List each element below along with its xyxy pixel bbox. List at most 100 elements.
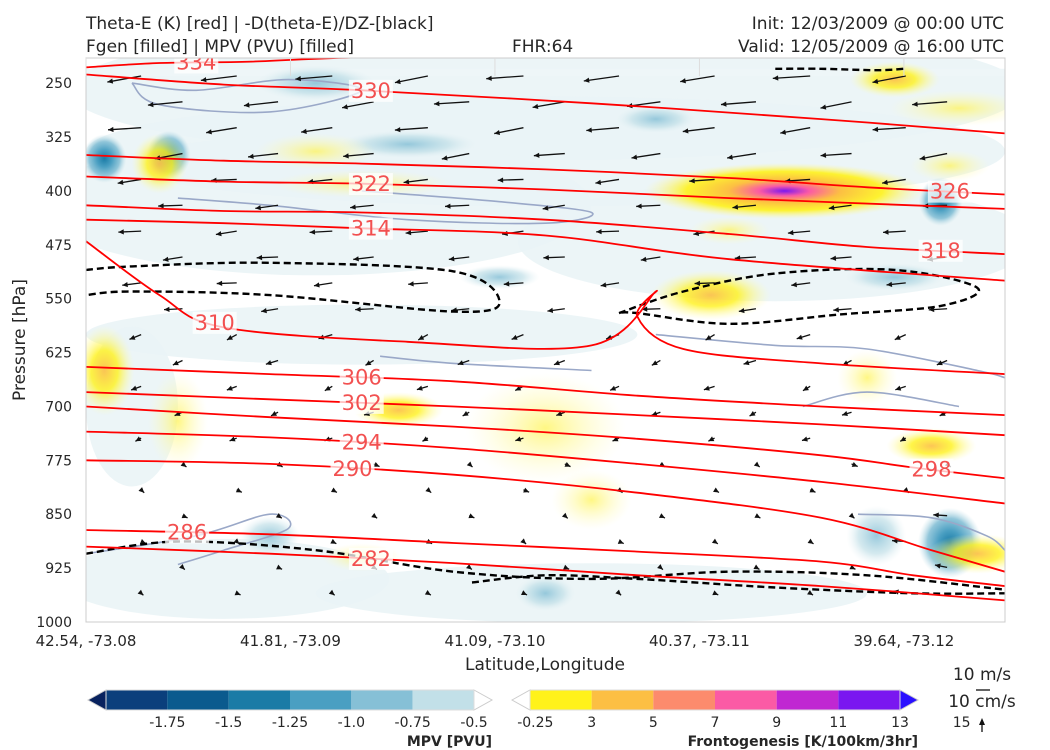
wind-vector-head [809,487,816,493]
wind-vector [872,127,906,131]
wind-vector-head [848,512,855,519]
mpv-wash [315,563,868,622]
wind-vector-head [373,461,380,467]
theta-e-label-bg [330,457,375,480]
theta-e-label-bg [918,239,963,262]
wind-vector-head [807,589,814,596]
mpv-outline-contour [857,513,1005,551]
wind-vector-head [129,334,136,340]
theta-e-contour [86,459,1005,573]
wind-vector-head [872,78,879,84]
wind-vector-head [895,385,902,391]
wind-vector-head [561,512,568,519]
frontogenesis-region [689,216,770,245]
wind-vector-head [511,334,518,340]
theta-e-label: 290 [332,457,372,481]
wind-vector-head [586,127,592,133]
wind-vector-head [405,230,412,236]
wind-vector-head [631,154,638,160]
wind-vector-head [820,152,827,158]
wind-vector-head [705,335,712,341]
wind-vector-head [658,513,665,519]
wind-vector [433,101,470,105]
colorbar-frame [105,689,475,711]
wind-vector-head [753,564,760,570]
wind-vector-head [255,205,262,211]
wind-vector-head [324,385,331,391]
colorbar-tick-label: 9 [772,715,781,731]
wind-vector-head [256,254,263,261]
wind-vector-head [753,461,760,468]
wind-vector-head [457,360,464,366]
theta-e-label-bg [165,521,210,544]
wind-vector-head [261,308,267,314]
wind-vector-head [494,129,501,136]
y-tick-label: 400 [45,184,72,200]
wind-vector-head [703,385,710,391]
x-tick-label: 42.54, -73.08 [36,632,137,650]
wind-vector-head [743,360,750,366]
theta-e-contour [86,405,1005,480]
colorbar-swatch [776,690,839,710]
theta-e-label-bg [174,58,219,74]
wind-vector-head [180,461,187,467]
colorbar-label: Frontogenesis [K/100km/3hr] [688,734,918,750]
wind-vector-head [433,101,440,107]
wind-vector-head [371,512,378,519]
theta-e-label-bg [348,173,393,196]
frontogenesis-region [465,373,626,484]
y-tick-label: 550 [45,292,72,308]
theta-e-contour [86,58,528,69]
wind-vector-head [636,203,642,209]
mpv-light-region [515,575,576,612]
wind-vector-head [235,487,242,493]
wind-vector-head [712,590,719,596]
wind-vector-head [234,590,241,596]
wind-vector-head [892,538,898,544]
wind-vector-head [828,205,835,211]
frontogenesis-region [889,90,1005,127]
wind-vector-head [216,280,223,286]
wind-vector-head [462,411,469,416]
colorbar-swatch [591,690,654,710]
wind-vector-head [542,205,549,211]
wind-vector [486,75,524,80]
wind-vector [107,75,142,83]
x-tick-label: 40.37, -73.11 [649,632,750,650]
y-tick-label: 250 [45,76,72,92]
wind-vector [912,101,948,106]
frontogenesis-region [909,149,990,182]
wind-vector [200,75,237,82]
mpv-wash [86,135,592,276]
mpv-light-region [615,105,696,134]
valid-time: Valid: 12/05/2009 @ 16:00 UTC [738,37,1004,57]
wind-vector-head [138,487,145,493]
wind-vector-head [820,104,827,110]
wind-vector-head [886,281,893,287]
wind-vector [295,75,333,80]
wind-vector-head [872,126,879,133]
wind-vector-head [934,563,941,569]
wind-vector-head [445,203,451,209]
wind-vector-head [448,256,455,262]
wind-vector-head [727,154,733,160]
wind-vector-head [416,385,423,391]
wind-vector-head [353,256,359,262]
colorbar-tick-label: -0.5 [460,715,487,731]
wind-vector-head [711,538,718,544]
wind-vector-head [350,204,356,210]
theta-e-contour [86,204,1005,255]
y-axis-label: Pressure [hPa] [10,279,30,401]
colorbar-extend-right [899,689,920,711]
frontogenesis-maximum [886,427,977,464]
wind-vector-head [680,78,686,84]
wind-vector-head [796,334,803,340]
theta-e-label-bg [339,366,384,389]
frontogenesis-region [86,325,135,416]
theta-e-label: 314 [351,217,391,241]
wind-vector-head [933,512,939,518]
theta-e-contour [86,154,1005,196]
wind-vector-head [497,177,504,183]
colorbar-tick-label: -1.0 [338,715,365,731]
wind-vector-head [830,255,837,261]
